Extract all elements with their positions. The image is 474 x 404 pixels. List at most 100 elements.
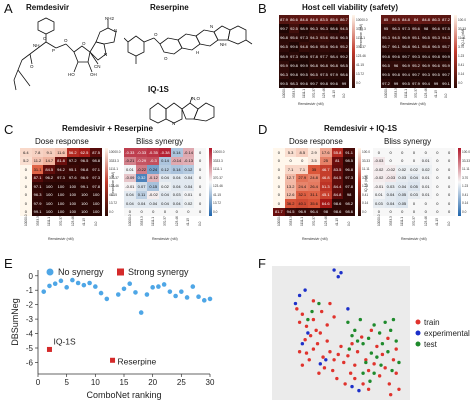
x-tick-label: 3333.3 xyxy=(292,88,296,98)
no-synergy-point xyxy=(150,285,155,290)
y-tick-label: 3.70 xyxy=(362,175,369,180)
bliss-d-cell: -0.03 xyxy=(384,173,397,182)
panel-c-bliss-colorbar xyxy=(209,148,212,216)
x-tick-label: 20 xyxy=(148,378,157,387)
dose-d-cell: 0 xyxy=(273,165,285,174)
dose-d-cell: 35.6 xyxy=(308,199,320,208)
dose-c-cell: 96.5 xyxy=(78,156,91,165)
viability-left-cell: 99.9 xyxy=(299,60,309,70)
experimental-point xyxy=(336,275,340,279)
no-synergy-point xyxy=(167,289,173,294)
y-tick-label: 0.0 xyxy=(462,209,467,214)
bliss-d-cell: 0 xyxy=(396,156,409,165)
no-synergy-point xyxy=(161,282,167,287)
bliss-c-cell: -0.12 xyxy=(147,173,160,182)
viability-left-cell: 98.9 xyxy=(299,24,309,34)
train-point xyxy=(304,324,309,328)
bliss-c-cell: 0 xyxy=(194,156,206,165)
x-axis-label: ComboNet ranking xyxy=(86,390,161,400)
x-tick-label: 370.37 xyxy=(312,88,316,98)
viability-left-cell: 99.6 xyxy=(299,51,309,61)
viability-right-cell: 99.4 xyxy=(421,78,431,88)
no-synergy-point xyxy=(52,281,58,287)
no-synergy-point xyxy=(156,284,161,289)
bliss-d-cell: 0 xyxy=(408,199,420,208)
experimental-point xyxy=(297,293,302,298)
train-point xyxy=(380,352,385,357)
dose-c-cell: 96.8 xyxy=(78,165,91,174)
dose-c-cell: 84.5 xyxy=(43,165,56,174)
panel-d-bliss-label: Bliss synergy xyxy=(384,137,432,146)
bliss-c-cell: 0 xyxy=(194,173,206,182)
dose-c-cell: 100 xyxy=(90,207,102,216)
no-synergy-point xyxy=(121,286,127,292)
dose-d-cell: 7.1 xyxy=(296,165,309,174)
no-synergy-point xyxy=(201,298,207,303)
panel-b-letter: B xyxy=(258,1,267,16)
dose-d-cell: 12.7 xyxy=(284,173,297,182)
dose-d-cell: 35 xyxy=(308,165,320,174)
dose-c-cell: 97.1 xyxy=(31,182,44,191)
bliss-c-cell: 0 xyxy=(124,207,136,216)
bliss-c-cell: 0.04 xyxy=(159,199,171,208)
bliss-c-cell: 0.14 xyxy=(170,148,183,157)
dose-d-cell: 84.8 xyxy=(331,190,344,199)
y-tick-label: 33.33 xyxy=(362,158,370,163)
viability-left-cell: 86.6 xyxy=(289,15,299,25)
viability-right-cell: 96.5 xyxy=(381,60,391,70)
bliss-d-cell: 0 xyxy=(443,156,455,165)
dose-c-cell: 11.2 xyxy=(31,156,44,165)
viability-left-cell: 96.8 xyxy=(279,33,289,43)
dose-d-cell: 5.3 xyxy=(284,148,297,157)
strong-synergy-point xyxy=(110,357,116,363)
y-tick-label: 0.0 xyxy=(362,209,367,214)
dose-c-cell: 100 xyxy=(90,199,102,208)
train-point xyxy=(353,363,357,367)
x-tick-label: 10000.0 xyxy=(23,214,28,226)
dose-c-cell: 97.3 xyxy=(55,173,67,182)
dose-d-cell: 0 xyxy=(273,199,285,208)
dose-d-cell: 0 xyxy=(296,156,309,165)
x-tick-label: 1111.1 xyxy=(300,216,305,226)
bliss-c-cell: -0.22 xyxy=(135,165,148,174)
bliss-c-cell: 0.14 xyxy=(170,165,183,174)
test-point xyxy=(350,333,354,338)
viability-right-cell: 99.4 xyxy=(401,69,411,79)
bliss-c-cell: 0 xyxy=(194,207,206,216)
dose-d-cell: 97.8 xyxy=(343,182,355,191)
y-tick-label: -5 xyxy=(26,344,34,353)
viability-left-cell: 98.3 xyxy=(289,78,299,88)
dose-c-cell: 87.5 xyxy=(90,148,102,157)
viability-right-cell: 96.1 xyxy=(391,42,401,52)
dose-c-cell: 0 xyxy=(20,190,32,199)
x-tick-label: 41.15 xyxy=(82,218,87,226)
strong-synergy-point xyxy=(46,346,52,352)
dose-d-cell: 40.1 xyxy=(296,199,309,208)
bliss-d-cell: 0 xyxy=(443,165,455,174)
train-point xyxy=(360,335,364,339)
viability-right-cell: 97.5 xyxy=(441,24,451,34)
x-tick-label: 10000.0 xyxy=(276,214,281,226)
panel-b-colorbar-right xyxy=(454,15,457,88)
x-tick-label: 370.37 xyxy=(312,216,316,226)
bliss-c-cell: 0.15 xyxy=(147,182,160,191)
bliss-c-cell: 0.04 xyxy=(124,190,136,199)
bliss-d-cell: 0 xyxy=(396,207,409,216)
dose-d-cell: 94.5 xyxy=(284,207,297,216)
viability-left-cell: 99.7 xyxy=(279,24,289,34)
dose-d-cell: 98.5 xyxy=(343,156,355,165)
bliss-c-cell: 0.07 xyxy=(135,182,148,191)
bliss-d-cell: 0 xyxy=(431,148,444,157)
viability-left-cell: 98.9 xyxy=(279,51,289,61)
y-tick-label: 370.37 xyxy=(109,175,119,180)
bliss-d-cell: 0.05 xyxy=(396,199,409,208)
viability-left-cell: 99.7 xyxy=(309,78,319,88)
no-synergy-point xyxy=(207,296,213,302)
bliss-c-cell: -0.09 xyxy=(124,173,136,182)
viability-right-cell: 84.8 xyxy=(421,15,431,25)
dose-c-cell: 97.3 xyxy=(90,173,102,182)
y-tick-label: 100.0 xyxy=(458,17,466,22)
bliss-d-cell: 0.01 xyxy=(419,173,432,182)
dose-c-cell: 100 xyxy=(66,182,79,191)
iq1s-structure: N,O N xyxy=(149,96,215,125)
